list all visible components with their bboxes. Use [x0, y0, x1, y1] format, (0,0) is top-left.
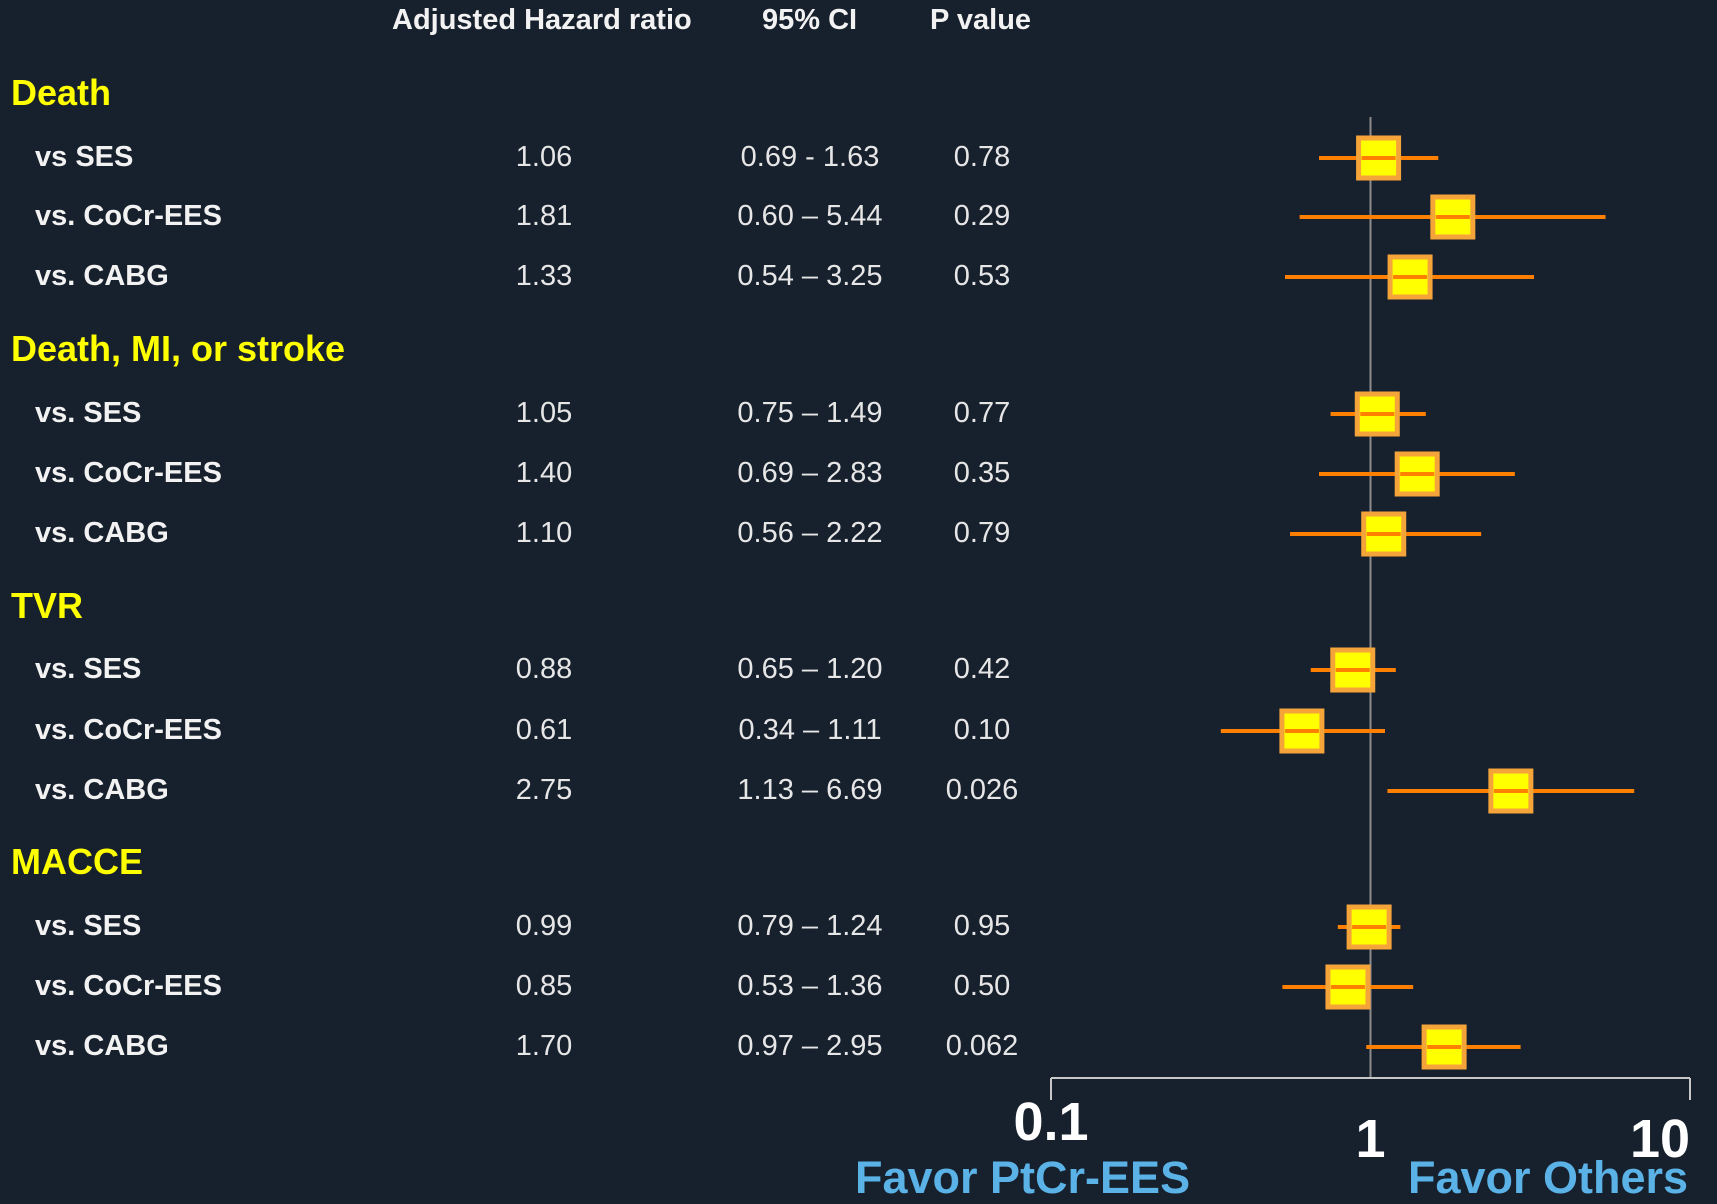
comparison-label: vs. CoCr-EES — [35, 714, 222, 746]
hazard-ratio-value: 1.05 — [515, 397, 573, 429]
ci-value: 1.13 – 6.69 — [737, 774, 883, 806]
p-value: 0.062 — [945, 1030, 1019, 1062]
p-value: 0.50 — [953, 970, 1011, 1002]
group-title: TVR — [11, 585, 83, 626]
comparison-label: vs. CABG — [35, 1030, 169, 1062]
ci-value: 0.53 – 1.36 — [737, 970, 883, 1002]
header-hazard-ratio: Adjusted Hazard ratio — [392, 4, 692, 36]
p-value: 0.78 — [953, 141, 1011, 173]
ci-value: 0.54 – 3.25 — [737, 260, 883, 292]
p-value: 0.42 — [953, 653, 1011, 685]
favor-left-label: Favor PtCr-EES — [855, 1152, 1191, 1203]
favor-right-label: Favor Others — [1408, 1152, 1689, 1203]
hazard-ratio-value: 1.10 — [515, 517, 573, 549]
ci-value: 0.34 – 1.11 — [738, 714, 882, 746]
ci-value: 0.69 – 2.83 — [737, 457, 883, 489]
ci-value: 0.65 – 1.20 — [737, 653, 883, 685]
comparison-label: vs. SES — [35, 397, 142, 429]
hazard-ratio-value: 1.40 — [515, 457, 573, 489]
comparison-label: vs. SES — [35, 910, 142, 942]
p-value: 0.53 — [953, 260, 1011, 292]
x-axis-tick-label: 1 — [1355, 1109, 1386, 1169]
p-value: 0.35 — [953, 457, 1011, 489]
p-value: 0.79 — [953, 517, 1011, 549]
ci-value: 0.69 - 1.63 — [740, 141, 880, 173]
hazard-ratio-value: 1.06 — [515, 141, 573, 173]
hazard-ratio-value: 1.81 — [515, 200, 573, 232]
ci-value: 0.60 – 5.44 — [737, 200, 883, 232]
hazard-ratio-value: 1.33 — [515, 260, 573, 292]
p-value: 0.10 — [953, 714, 1011, 746]
group-title: Death — [11, 72, 112, 113]
ci-value: 0.79 – 1.24 — [737, 910, 883, 942]
comparison-label: vs. CoCr-EES — [35, 457, 222, 489]
ci-value: 0.56 – 2.22 — [737, 517, 883, 549]
header-p-value: P value — [930, 4, 1032, 36]
comparison-label: vs. SES — [35, 653, 142, 685]
comparison-label: vs. CoCr-EES — [35, 970, 222, 1002]
x-axis-tick-label: 0.1 — [1013, 1092, 1089, 1152]
hazard-ratio-value: 1.70 — [515, 1030, 573, 1062]
hazard-ratio-value: 0.99 — [515, 910, 573, 942]
p-value: 0.026 — [945, 774, 1019, 806]
ci-value: 0.97 – 2.95 — [737, 1030, 883, 1062]
hazard-ratio-value: 0.85 — [515, 970, 573, 1002]
header-95-ci: 95% CI — [762, 4, 858, 36]
x-axis-tick-label: 10 — [1629, 1109, 1691, 1169]
p-value: 0.95 — [953, 910, 1011, 942]
comparison-label: vs. CoCr-EES — [35, 200, 222, 232]
hazard-ratio-value: 0.88 — [515, 653, 573, 685]
ci-value: 0.75 – 1.49 — [737, 397, 883, 429]
comparison-label: vs SES — [35, 141, 134, 173]
p-value: 0.29 — [953, 200, 1011, 232]
hazard-ratio-value: 2.75 — [515, 774, 573, 806]
group-title: MACCE — [11, 841, 143, 882]
hazard-ratio-value: 0.61 — [515, 714, 573, 746]
group-title: Death, MI, or stroke — [11, 328, 346, 369]
p-value: 0.77 — [953, 397, 1011, 429]
comparison-label: vs. CABG — [35, 774, 169, 806]
comparison-label: vs. CABG — [35, 517, 169, 549]
comparison-label: vs. CABG — [35, 260, 169, 292]
